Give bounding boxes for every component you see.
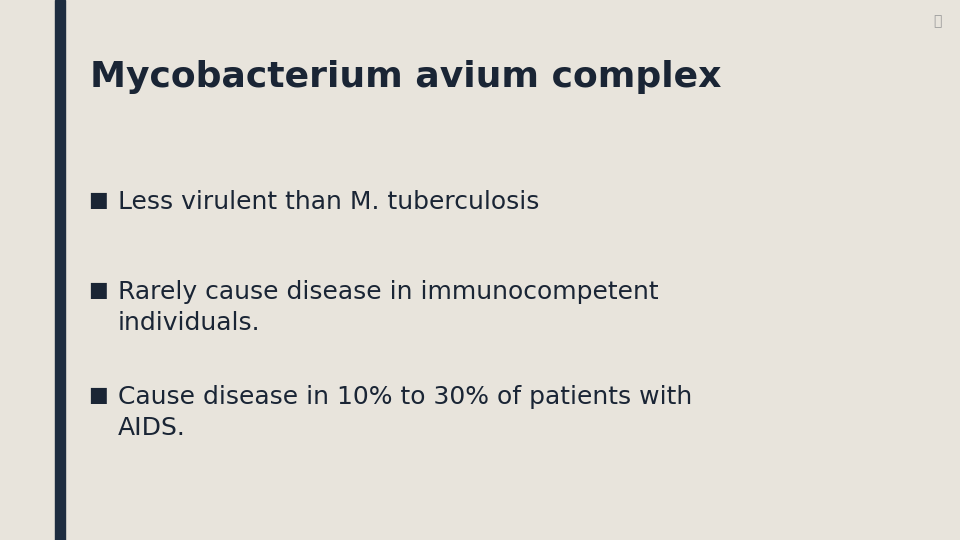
Text: ■: ■	[88, 190, 108, 210]
Text: 🔊: 🔊	[934, 14, 942, 28]
Text: ■: ■	[88, 385, 108, 405]
Text: Cause disease in 10% to 30% of patients with
AIDS.: Cause disease in 10% to 30% of patients …	[118, 385, 692, 440]
Bar	[55, 0, 65, 540]
Text: Less virulent than M. tuberculosis: Less virulent than M. tuberculosis	[118, 190, 540, 214]
Text: ■: ■	[88, 280, 108, 300]
Text: Rarely cause disease in immunocompetent
individuals.: Rarely cause disease in immunocompetent …	[118, 280, 659, 335]
Text: Mycobacterium avium complex: Mycobacterium avium complex	[90, 60, 721, 94]
